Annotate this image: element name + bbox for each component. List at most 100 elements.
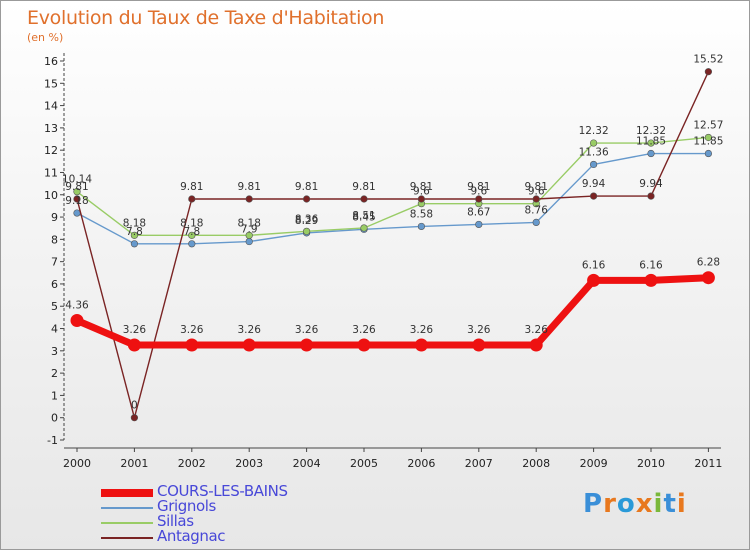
data-point	[704, 68, 713, 76]
data-label: 9.94	[639, 178, 663, 190]
data-label: 8.45	[352, 211, 375, 223]
data-label: 11.85	[636, 136, 666, 148]
data-point	[589, 139, 598, 147]
data-label: 3.26	[352, 324, 376, 336]
data-point	[245, 195, 253, 203]
x-tick-label: 2010	[637, 457, 665, 470]
legend-swatch	[101, 537, 153, 539]
legend-swatch	[101, 489, 153, 497]
series-line-sillas	[76, 136, 710, 237]
data-label: 12.32	[636, 125, 666, 137]
data-label: 12.57	[693, 119, 723, 131]
y-tick-label: 6	[51, 278, 58, 291]
y-tick-label: 7	[51, 256, 58, 269]
data-label: 11.85	[693, 136, 723, 148]
legend-label: Sillas	[157, 512, 194, 530]
data-label: 8.18	[123, 217, 146, 229]
y-tick-label: 12	[44, 144, 58, 157]
data-point	[532, 218, 540, 227]
data-point	[73, 209, 81, 217]
data-label: 3.26	[525, 324, 549, 336]
data-label: 7.8	[126, 226, 143, 238]
data-label: 8.76	[525, 204, 549, 216]
data-point	[130, 231, 138, 239]
logo-letter: x	[635, 489, 654, 519]
data-point	[73, 188, 81, 196]
y-tick-label: -1	[47, 434, 58, 447]
data-label: 3.26	[238, 324, 262, 336]
data-label: 3.26	[467, 324, 491, 336]
data-point	[704, 149, 713, 158]
data-label: 6.16	[639, 259, 663, 271]
legend-label: Antagnac	[157, 527, 226, 545]
y-tick-label: 14	[44, 100, 58, 113]
data-label: 9.81	[180, 181, 203, 193]
data-label: 15.52	[693, 54, 723, 66]
data-label: 8.36	[295, 213, 319, 225]
x-tick-label: 2008	[522, 457, 550, 470]
data-labels-layer: 9.18 7.8 7.8 7.9 8.29 8.45 8.58 8.67 8.76 11.36 11…	[62, 54, 723, 412]
data-point	[360, 224, 368, 232]
data-point	[185, 338, 199, 352]
x-tick-label: 2003	[235, 457, 263, 470]
data-label: 6.28	[697, 257, 720, 269]
data-label: 4.36	[65, 300, 89, 312]
y-tick-label: 2	[51, 367, 58, 380]
legend-swatch	[101, 522, 153, 524]
data-point	[647, 192, 655, 200]
data-label: 8.18	[238, 217, 261, 229]
y-tick-label: 4	[51, 323, 58, 336]
data-label: 9.81	[467, 181, 490, 193]
y-tick-label: 0	[51, 412, 58, 425]
data-point	[587, 273, 601, 287]
data-point	[130, 414, 138, 422]
data-point	[589, 192, 598, 200]
x-tick-label: 2001	[120, 457, 148, 470]
data-point	[472, 338, 486, 352]
y-tick-label: 5	[51, 300, 58, 313]
data-label: 12.32	[579, 125, 609, 137]
data-label: 3.26	[123, 324, 147, 336]
y-tick-label: 3	[51, 345, 58, 358]
data-label: 8.51	[352, 210, 375, 222]
data-point	[414, 338, 428, 352]
data-label: 3.26	[180, 324, 204, 336]
data-label: 9.6	[470, 186, 487, 198]
logo-letter: i	[676, 489, 687, 519]
data-label: 8.29	[295, 215, 318, 227]
data-point	[529, 338, 543, 352]
data-label: 9.81	[352, 181, 375, 193]
data-point	[589, 160, 598, 169]
data-point	[127, 338, 141, 352]
data-label: 9.6	[413, 186, 430, 198]
legend-label: COURS-LES-BAINS	[157, 482, 288, 500]
data-point	[242, 338, 256, 352]
logo-letter: o	[616, 489, 636, 519]
data-point	[130, 240, 138, 248]
chart-title: Evolution du Taux de Taxe d'Habitation	[27, 7, 385, 29]
data-label: 9.94	[582, 178, 606, 190]
data-label: 8.18	[180, 217, 203, 229]
x-tick-label: 2011	[694, 457, 722, 470]
data-point	[704, 133, 713, 142]
series-layer	[70, 68, 715, 422]
data-label: 9.81	[65, 181, 88, 193]
series-line-grignols	[76, 152, 710, 245]
data-label: 7.8	[183, 226, 200, 238]
data-point	[475, 195, 483, 203]
data-label: 3.26	[410, 324, 434, 336]
data-point	[475, 220, 483, 229]
x-tick-label: 2000	[63, 457, 91, 470]
data-point	[188, 195, 196, 203]
data-label: 10.14	[62, 174, 92, 186]
data-point	[647, 149, 655, 158]
data-label: 9.81	[238, 181, 261, 193]
data-label: 11.36	[579, 146, 609, 158]
y-tick-label: 16	[44, 55, 58, 68]
y-tick-label: 11	[44, 166, 58, 179]
data-point	[417, 222, 426, 231]
y-tick-label: 9	[51, 211, 58, 224]
logo-letter: t	[663, 489, 677, 519]
data-point	[701, 271, 715, 285]
